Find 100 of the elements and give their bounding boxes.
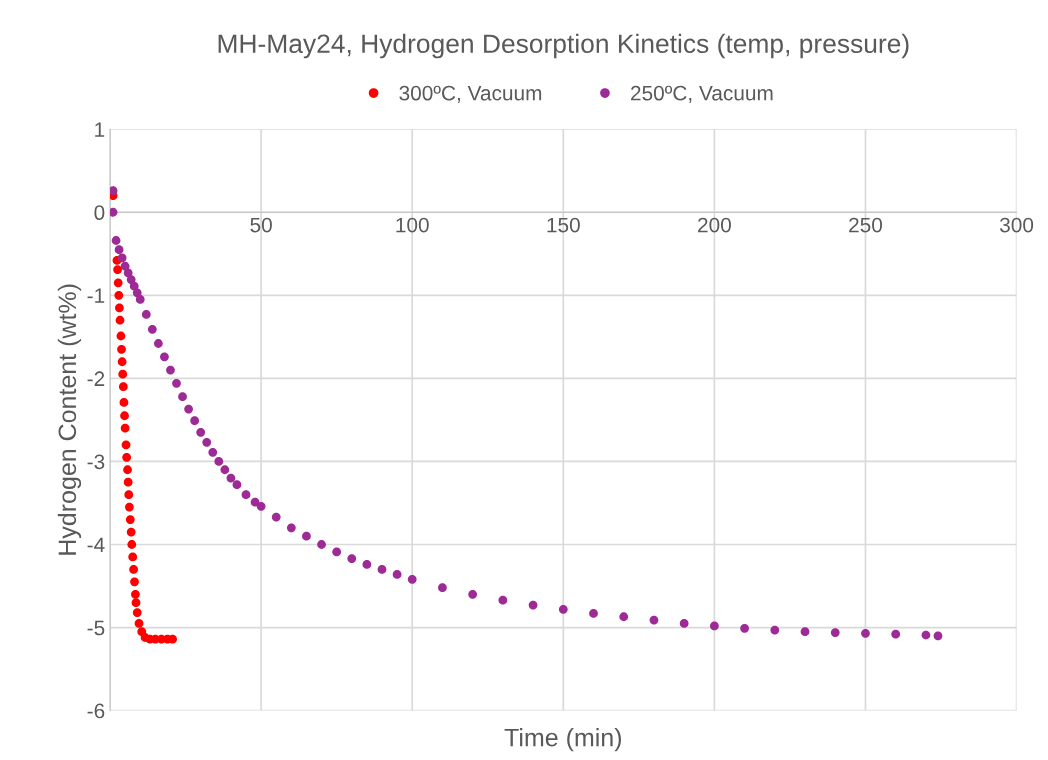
- point: [121, 440, 131, 450]
- point: [800, 627, 810, 637]
- point: [649, 615, 659, 625]
- point: [226, 473, 236, 483]
- point: [498, 595, 508, 605]
- point: [160, 352, 169, 362]
- point: [271, 512, 281, 522]
- point: [114, 245, 124, 255]
- x-tick-label: 200: [698, 217, 731, 233]
- point: [921, 630, 931, 640]
- x-tick-label: 150: [547, 217, 580, 233]
- point: [117, 344, 126, 354]
- point: [126, 275, 136, 284]
- point: [286, 523, 296, 533]
- point: [740, 623, 749, 633]
- point: [110, 186, 118, 196]
- point: [172, 378, 181, 388]
- y-tick-label: -6: [87, 703, 105, 719]
- point: [128, 552, 138, 562]
- point: [214, 457, 224, 466]
- point: [196, 427, 206, 437]
- point: [113, 265, 122, 274]
- y-tick-label: 0: [94, 205, 105, 221]
- point: [135, 295, 145, 304]
- point: [116, 331, 126, 341]
- point: [131, 598, 141, 608]
- point: [861, 628, 870, 638]
- point: [114, 290, 124, 300]
- point: [134, 619, 144, 628]
- point: [468, 589, 478, 599]
- y-axis-title: Hydrogen Content (wt%): [57, 284, 82, 555]
- point: [168, 634, 177, 644]
- point: [347, 554, 357, 563]
- point: [241, 490, 251, 500]
- point: [120, 411, 129, 421]
- point: [302, 531, 311, 541]
- point: [679, 619, 689, 628]
- point: [619, 612, 629, 622]
- point: [256, 501, 266, 511]
- point: [113, 278, 123, 288]
- point: [933, 631, 943, 641]
- x-tick-label: 100: [396, 217, 429, 233]
- point: [220, 465, 230, 475]
- y-tick-label: -2: [87, 371, 105, 386]
- legend-label: 300ºC, Vacuum: [399, 85, 542, 103]
- point: [830, 628, 840, 637]
- chart-title: MH-May24, Hydrogen Desorption Kinetics (temp, pressure): [218, 33, 909, 59]
- y-tick-label: -1: [87, 288, 105, 303]
- point: [129, 565, 138, 574]
- point: [589, 609, 598, 618]
- point: [362, 560, 372, 569]
- y-tick-label: -4: [87, 537, 105, 553]
- x-tick-label: 250: [849, 217, 883, 233]
- point: [232, 480, 242, 490]
- y-tick-label: 1: [95, 122, 105, 137]
- point: [190, 416, 200, 426]
- point: [110, 207, 118, 217]
- point: [130, 577, 139, 587]
- point: [166, 365, 175, 375]
- point: [127, 540, 137, 549]
- point: [208, 447, 218, 457]
- point: [125, 515, 135, 524]
- y-tick-label: -5: [87, 620, 105, 636]
- point: [117, 253, 127, 263]
- point: [891, 629, 901, 639]
- point: [123, 465, 132, 475]
- point: [119, 398, 129, 407]
- x-tick-label: 50: [250, 217, 272, 233]
- point: [131, 589, 140, 599]
- point: [117, 357, 127, 367]
- point: [111, 236, 121, 245]
- point: [126, 527, 136, 537]
- x-axis-title: Time (min): [504, 728, 621, 752]
- point: [147, 324, 157, 334]
- y-tick-label: -3: [87, 454, 105, 470]
- point: [123, 477, 133, 487]
- point: [558, 604, 568, 614]
- point: [184, 404, 193, 414]
- point: [118, 382, 128, 392]
- point: [124, 502, 134, 512]
- point: [332, 547, 342, 557]
- point: [392, 569, 402, 579]
- point: [317, 540, 326, 549]
- point: [124, 490, 134, 500]
- point: [115, 315, 125, 325]
- point: [141, 310, 151, 319]
- point: [120, 423, 130, 433]
- point: [132, 608, 142, 617]
- point: [202, 437, 212, 447]
- point: [377, 565, 387, 574]
- point: [709, 621, 719, 631]
- point: [438, 583, 447, 593]
- point: [407, 574, 417, 584]
- legend-label: 250ºC, Vacuum: [631, 85, 773, 103]
- point: [528, 600, 538, 610]
- x-tick-label: 300: [999, 217, 1034, 233]
- point: [178, 392, 187, 402]
- point: [122, 452, 132, 462]
- point: [770, 625, 780, 635]
- point: [115, 303, 124, 313]
